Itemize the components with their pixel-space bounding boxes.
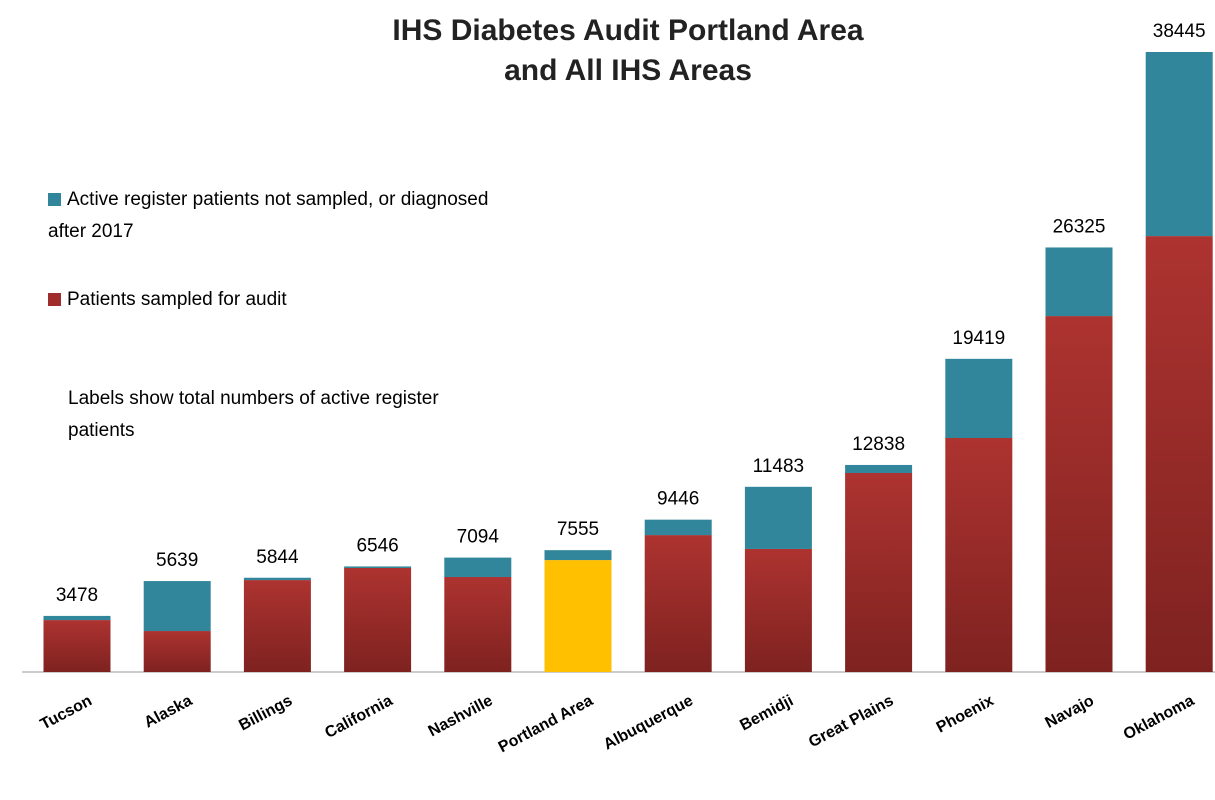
x-tick-label: Portland Area [496, 692, 596, 756]
x-tick-label: Phoenix [934, 692, 997, 736]
bar-segment [444, 577, 512, 672]
x-tick-label: Oklahoma [1121, 692, 1197, 743]
x-tick-label: Billings [236, 692, 295, 734]
bar-segment [243, 580, 311, 672]
bar-segment [744, 486, 812, 549]
legend-swatch [48, 193, 61, 206]
bar-segment [945, 437, 1013, 672]
x-tick-label: Tucson [38, 692, 95, 733]
legend-label: Patients sampled for audit [67, 289, 287, 310]
bar-segment [845, 472, 913, 672]
total-label: 6546 [356, 535, 398, 556]
x-tick-label: Alaska [142, 692, 196, 731]
total-label: 26325 [1053, 216, 1106, 237]
legend-entry: Active register patients not sampled, or… [48, 184, 498, 248]
bar-segment [43, 620, 111, 672]
legend-entry: Patients sampled for audit [48, 284, 498, 316]
total-label: 11483 [753, 456, 804, 477]
x-tick-label: Nashville [426, 692, 496, 740]
bar-segment [243, 577, 311, 581]
x-tick-label: Albuquerque [601, 692, 696, 753]
total-label: 7555 [557, 519, 599, 540]
bar-segment [143, 581, 211, 632]
bar-segment [744, 548, 812, 672]
bar-segment [945, 358, 1013, 438]
bar-segment [544, 550, 612, 561]
bar-segment [1045, 247, 1113, 317]
x-tick-label: Navajo [1043, 692, 1098, 732]
x-tick-label: Bemidji [737, 692, 796, 734]
x-tick-label: Great Plains [806, 692, 897, 751]
legend-label: Active register patients not sampled, or… [48, 189, 489, 242]
chart-title: and All IHS Areas [504, 54, 752, 87]
total-label: 7094 [457, 527, 500, 548]
total-label: 5844 [256, 547, 299, 568]
bar-segment [344, 567, 412, 672]
bar-segment [1145, 236, 1213, 672]
annotation: Labels show total numbers of active regi… [68, 388, 439, 441]
total-label: 38445 [1153, 21, 1206, 42]
total-label: 12838 [852, 434, 905, 455]
bar-segment [1145, 52, 1213, 237]
bar-segment [444, 557, 512, 578]
chart-title: IHS Diabetes Audit Portland Area [392, 14, 864, 47]
x-tick-label: California [322, 692, 395, 742]
bar-segment [644, 519, 712, 536]
bar-segment [344, 566, 412, 568]
total-label: 19419 [952, 328, 1005, 349]
bar-segment [544, 560, 612, 672]
total-label: 5639 [156, 550, 198, 571]
bar-segment [644, 535, 712, 672]
bar-segment [845, 464, 913, 473]
bar-segment [143, 631, 211, 672]
bar-segment [43, 615, 111, 621]
total-label: 3478 [56, 585, 98, 606]
total-label: 9446 [657, 489, 699, 510]
legend-swatch [48, 293, 61, 306]
bar-segment [1045, 316, 1113, 672]
